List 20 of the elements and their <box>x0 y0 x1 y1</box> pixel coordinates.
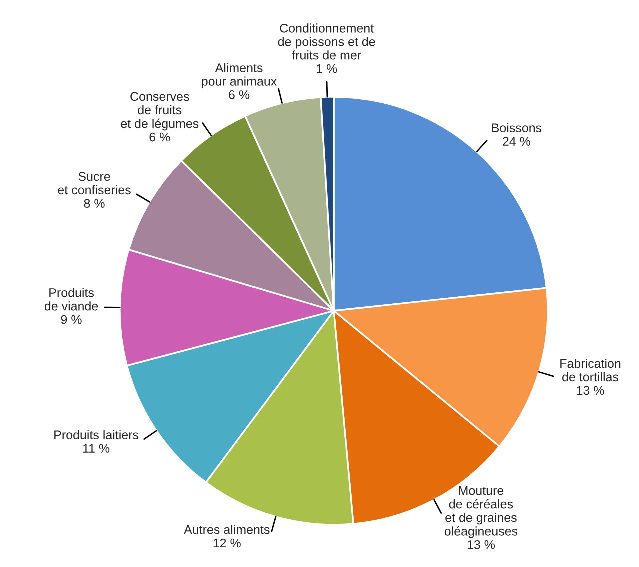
data-label: 6 % <box>150 132 170 142</box>
data-label: 12 % <box>214 538 241 548</box>
slice-label: Produits de viande <box>44 288 98 311</box>
slice-label: Aliments pour animaux <box>202 63 277 88</box>
data-label: 1 % <box>317 64 338 74</box>
data-label: 13 % <box>468 540 496 550</box>
slice-label: Autres aliments <box>184 525 270 534</box>
data-label: 11 % <box>83 444 110 453</box>
slice-label: Sucre et confiseries <box>58 172 131 195</box>
slice-label: Fabrication de tortillas <box>560 358 621 382</box>
data-label: 9 % <box>61 315 82 324</box>
slice-label: Mouture de céréales et de graines oléagineuses <box>444 486 518 538</box>
slice-label: Conserves de fruits et de légumes <box>121 92 199 131</box>
data-label: 24 % <box>503 137 530 146</box>
data-label: 8 % <box>84 199 105 208</box>
slice-label: Produits laitiers <box>54 430 139 440</box>
data-label: 13 % <box>577 386 604 396</box>
slice-label: Conditionnement de poissons et de fruits de mer <box>278 24 376 60</box>
data-label: 6 % <box>229 90 250 100</box>
slice-label: Boissons <box>492 123 542 133</box>
